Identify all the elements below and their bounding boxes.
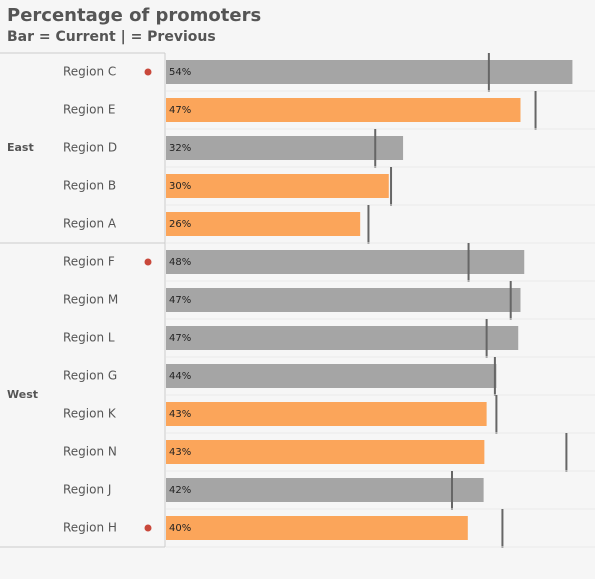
chart-subtitle: Bar = Current | = Previous — [7, 29, 216, 45]
flag-dot — [144, 524, 152, 532]
value-label: 42% — [169, 485, 191, 496]
category-label: Region C — [63, 65, 116, 79]
category-label: Region G — [63, 369, 117, 383]
value-label: 48% — [169, 257, 191, 268]
category-label: Region A — [63, 217, 117, 231]
bar — [166, 174, 389, 198]
value-label: 43% — [169, 409, 191, 420]
category-label: Region H — [63, 521, 117, 535]
value-label: 54% — [169, 67, 191, 78]
bar — [166, 326, 519, 350]
bar — [166, 402, 487, 426]
bar — [166, 516, 468, 540]
value-label: 40% — [169, 523, 191, 534]
value-label: 30% — [169, 181, 191, 192]
bar — [166, 60, 573, 84]
value-label: 44% — [169, 371, 191, 382]
category-label: Region K — [63, 407, 117, 421]
flag-dot — [144, 68, 152, 76]
value-label: 26% — [169, 219, 191, 230]
value-label: 47% — [169, 295, 191, 306]
value-label: 43% — [169, 447, 191, 458]
bar — [166, 136, 404, 160]
chart-title: Percentage of promoters — [7, 5, 261, 26]
value-label: 47% — [169, 105, 191, 116]
category-label: Region N — [63, 445, 117, 459]
bar — [166, 98, 521, 122]
category-label: Region D — [63, 141, 117, 155]
category-label: Region F — [63, 255, 115, 269]
bar — [166, 364, 497, 388]
category-label: Region E — [63, 103, 115, 117]
flag-dot — [144, 258, 152, 266]
value-label: 47% — [169, 333, 191, 344]
bar — [166, 440, 485, 464]
bar — [166, 212, 361, 236]
group-label: West — [7, 388, 38, 401]
category-label: Region B — [63, 179, 116, 193]
bar — [166, 288, 521, 312]
category-label: Region L — [63, 331, 115, 345]
category-label: Region M — [63, 293, 118, 307]
group-label: East — [7, 141, 34, 154]
bar — [166, 250, 525, 274]
value-label: 32% — [169, 143, 191, 154]
category-label: Region J — [63, 483, 111, 497]
bar — [166, 478, 484, 502]
